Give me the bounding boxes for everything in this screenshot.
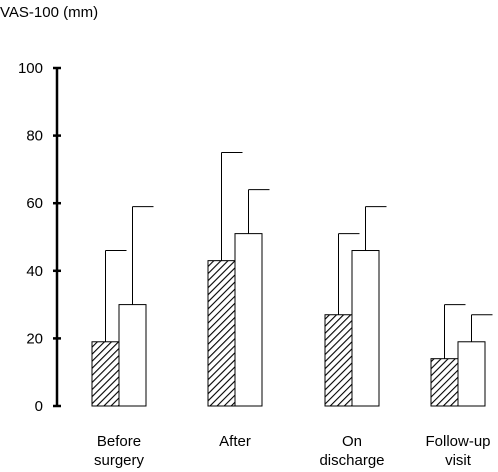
bar-s1-c2	[207, 260, 236, 407]
bar-s1-c3	[324, 314, 353, 407]
y-tick-label-60: 60	[26, 195, 43, 212]
bar-s2-c1	[118, 304, 147, 407]
y-tick-label-40: 40	[26, 263, 43, 280]
y-tick-label-100: 100	[18, 60, 43, 77]
category-label-1: Before surgery	[94, 433, 145, 469]
bar-s1-c1	[91, 341, 120, 407]
category-labels: Before surgery After On discharge Follow-up vi…	[94, 433, 491, 469]
y-tick-label-80: 80	[26, 128, 43, 145]
bar-s2-c3	[351, 250, 380, 407]
y-tick-label-0: 0	[35, 398, 43, 415]
category-label-2: After	[219, 433, 251, 450]
y-axis: 0 20 40 60 80 100	[18, 60, 61, 415]
bar-s2-c2	[234, 233, 263, 407]
bar-s1-c4	[430, 358, 459, 407]
bar-s2-c4	[457, 341, 486, 407]
category-label-3: On discharge	[319, 433, 384, 469]
category-label-4: Follow-up visit	[425, 433, 490, 469]
bars-group	[91, 152, 493, 407]
y-tick-label-20: 20	[26, 330, 43, 347]
y-axis-label: VAS-100 (mm)	[0, 4, 98, 21]
